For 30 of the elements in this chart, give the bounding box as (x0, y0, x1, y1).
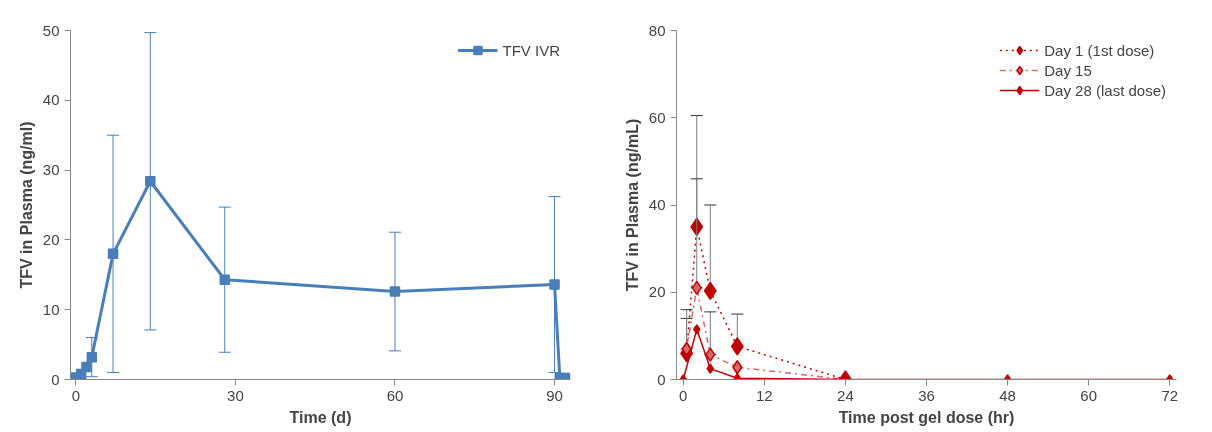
x-tick-label: 12 (756, 386, 773, 404)
y-tick-label: 50 (42, 21, 60, 39)
y-tick-label: 30 (42, 161, 60, 179)
x-tick-label: 72 (1161, 386, 1179, 404)
x-axis-title: Time post gel dose (hr) (838, 408, 1015, 426)
x-tick-label: 60 (386, 386, 404, 404)
y-tick-label: 40 (648, 196, 666, 213)
x-tick-label: 24 (837, 386, 854, 404)
legend-label: Day 15 (1044, 61, 1092, 79)
x-tick-label: 90 (546, 386, 563, 404)
y-tick-label: 20 (648, 283, 666, 301)
y-tick-label: 0 (657, 370, 666, 388)
y-axis-title: TFV in Plasma (ng/ml) (17, 121, 35, 289)
legend-label: TFV IVR (502, 41, 560, 59)
x-tick-label: 60 (1080, 386, 1098, 404)
x-tick-label: 0 (679, 386, 688, 404)
x-tick-label: 48 (999, 386, 1016, 404)
y-tick-label: 60 (648, 108, 666, 126)
y-tick-label: 0 (51, 370, 60, 388)
legend-label: Day 28 (last dose) (1044, 81, 1166, 99)
x-tick-label: 30 (227, 386, 244, 404)
legend-label: Day 1 (1st dose) (1044, 41, 1155, 59)
y-tick-label: 80 (648, 21, 666, 39)
x-tick-label: 36 (918, 386, 935, 404)
y-tick-label: 40 (42, 91, 60, 109)
y-tick-label: 20 (42, 230, 60, 248)
y-tick-label: 10 (42, 300, 60, 318)
x-axis-title: Time (d) (289, 408, 352, 426)
x-tick-label: 0 (71, 386, 80, 404)
y-axis-title: TFV in Plasma (ng/mL) (623, 118, 641, 292)
